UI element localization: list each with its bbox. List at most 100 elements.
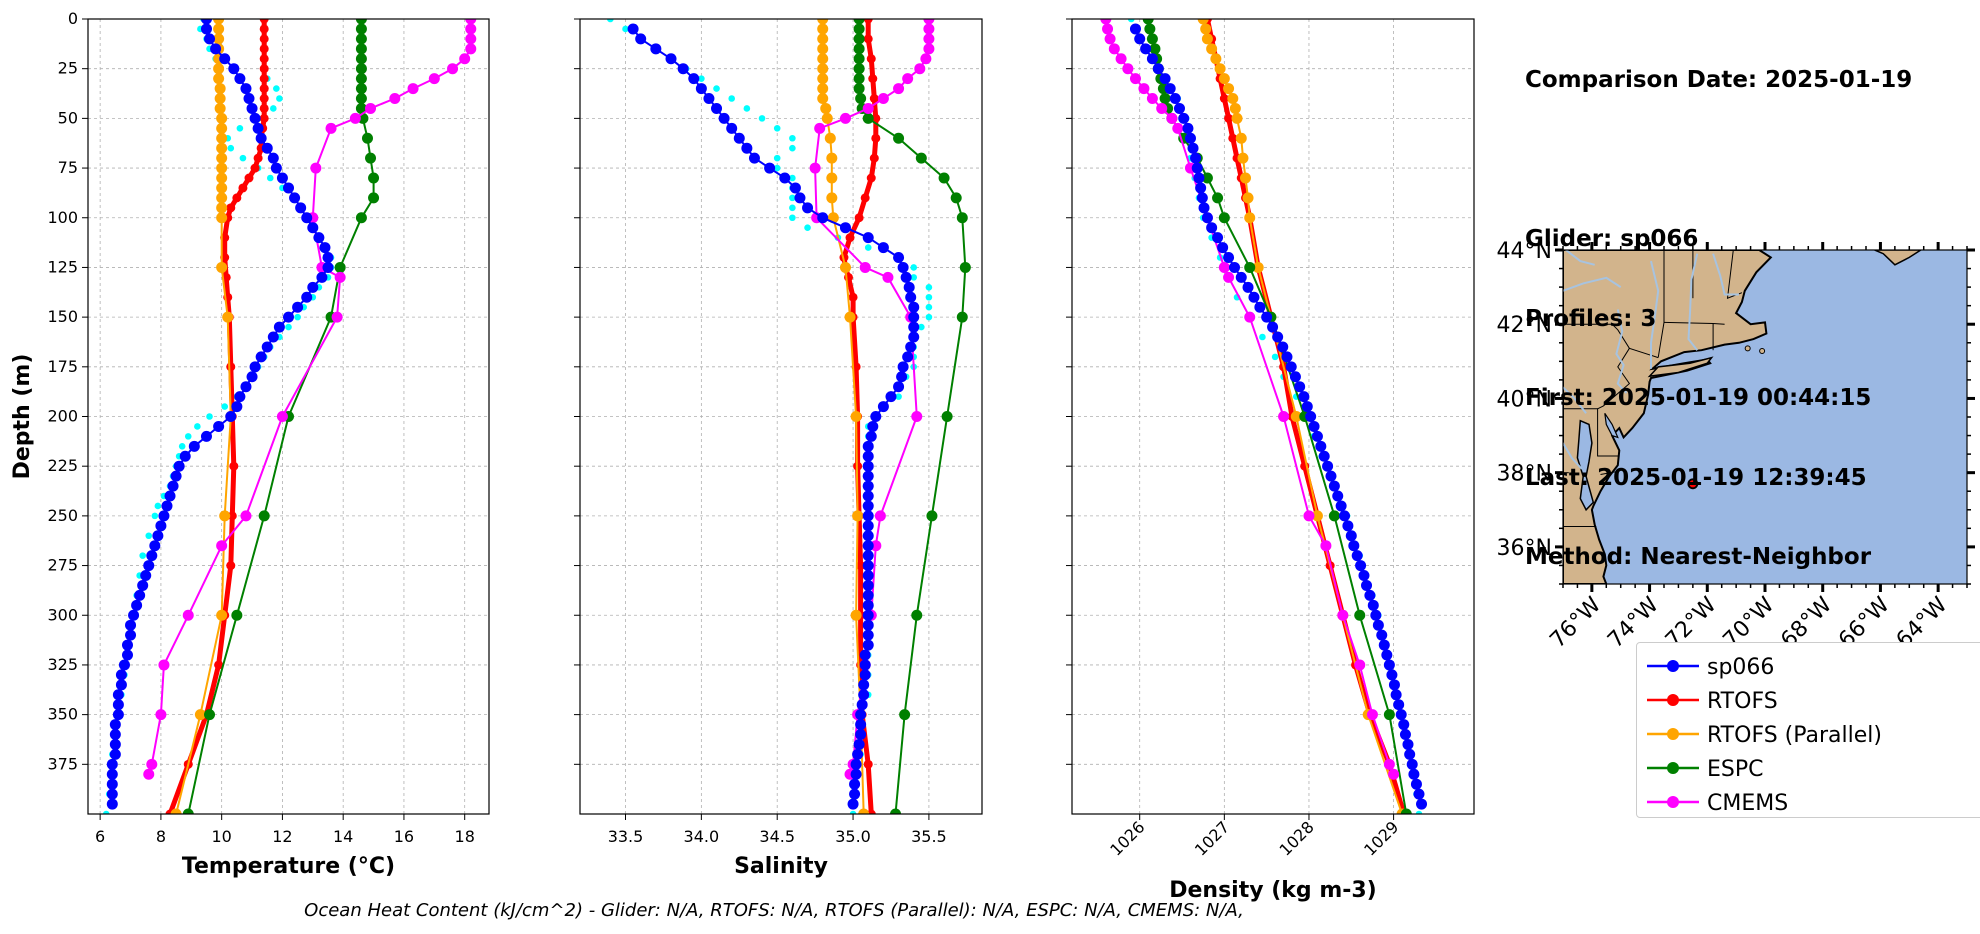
data-point [200, 19, 212, 25]
nova-scotia [1874, 250, 1923, 266]
y-tick-label: 175 [47, 357, 78, 376]
y-tick-label: 325 [47, 655, 78, 674]
data-point [862, 480, 874, 492]
raw-glider-point [178, 443, 186, 450]
data-point [1290, 411, 1302, 422]
chart-panel-2: 33.5 34.0 34.5 35.0 35.5 Salinity [574, 18, 983, 879]
y-tick-label: 300 [47, 605, 78, 624]
data-point [1200, 23, 1212, 35]
data-point [1348, 540, 1360, 552]
data-point [824, 132, 836, 144]
raw-glider-point [849, 810, 857, 814]
data-point [115, 679, 127, 691]
data-point [1134, 33, 1146, 45]
data-point [252, 122, 264, 134]
data-point [249, 112, 261, 124]
first-profile-time: First: 2025-01-19 00:44:15 [1525, 385, 1872, 411]
data-point [216, 182, 228, 194]
data-point [1355, 560, 1367, 572]
data-point [246, 371, 258, 383]
data-point [259, 84, 269, 94]
data-point [885, 391, 897, 403]
raw-glider-point [789, 194, 796, 202]
info-panel: Comparison Date: 2025-01-19 Glider: sp06… [1525, 14, 1912, 597]
data-point [1328, 510, 1340, 522]
data-point [229, 461, 239, 471]
data-point [307, 222, 319, 234]
data-point [128, 609, 140, 621]
state-border [1597, 348, 1631, 410]
data-point [862, 102, 874, 114]
data-point [1223, 252, 1235, 263]
data-point [826, 152, 838, 164]
data-point [1301, 401, 1313, 413]
lat-label: 36°N [1497, 536, 1552, 561]
data-point [1228, 261, 1240, 273]
land [1563, 250, 1773, 584]
data-point [869, 94, 879, 103]
data-point [923, 23, 935, 35]
data-point [1402, 738, 1414, 750]
data-point [1242, 192, 1254, 204]
glider-name: Glider: sp066 [1525, 226, 1699, 252]
y-tick-label: 350 [47, 705, 78, 724]
raw-glider-point [154, 502, 162, 510]
data-point [214, 93, 226, 104]
data-point [908, 331, 920, 343]
data-point [231, 609, 243, 621]
data-point [695, 83, 707, 95]
state-border [1600, 471, 1615, 475]
data-point [216, 261, 228, 273]
data-point [1190, 152, 1202, 164]
raw-glider-point [918, 323, 925, 331]
data-point [325, 122, 337, 134]
legend-marker-rtofs [1647, 694, 1699, 706]
data-point [368, 172, 380, 184]
raw-glider-point [1415, 810, 1423, 814]
data-point [214, 102, 226, 114]
data-point [1408, 768, 1420, 780]
data-point [1272, 331, 1284, 343]
data-point [1218, 73, 1230, 85]
data-point [232, 193, 242, 203]
data-point [355, 212, 367, 224]
data-point [226, 203, 236, 213]
data-point [1206, 43, 1218, 55]
data-point [143, 560, 155, 572]
data-point [1376, 629, 1388, 641]
long-island [1647, 356, 1714, 378]
raw-glider-point [789, 174, 796, 182]
data-point [465, 43, 477, 55]
data-point [170, 470, 182, 482]
data-point [871, 113, 881, 123]
data-point [858, 808, 870, 814]
data-point [246, 102, 258, 114]
raw-glider-point [139, 552, 146, 559]
data-point [1381, 649, 1393, 661]
data-point [897, 361, 909, 373]
data-point [1366, 709, 1378, 721]
data-point [1244, 212, 1256, 224]
data-point [109, 748, 121, 760]
data-point [1201, 172, 1213, 184]
data-point [950, 192, 962, 204]
data-point [1223, 83, 1235, 95]
chesapeake-bay [1576, 419, 1595, 512]
data-point [839, 261, 851, 273]
data-point [152, 530, 164, 542]
data-point [1108, 43, 1120, 55]
data-point [635, 33, 647, 45]
data-point [650, 43, 662, 55]
data-point [214, 660, 224, 670]
data-point [167, 480, 179, 492]
profile-count: Profiles: 3 [1525, 305, 1657, 332]
river [1650, 260, 1660, 369]
data-point [1235, 271, 1247, 283]
raw-glider-point [273, 85, 280, 92]
data-point [856, 561, 866, 571]
raw-glider-point [925, 284, 933, 291]
legend-marker-espc [1647, 762, 1699, 774]
data-point [908, 311, 920, 323]
x-tick-label: 16 [394, 827, 414, 846]
raw-glider-point [145, 532, 153, 540]
